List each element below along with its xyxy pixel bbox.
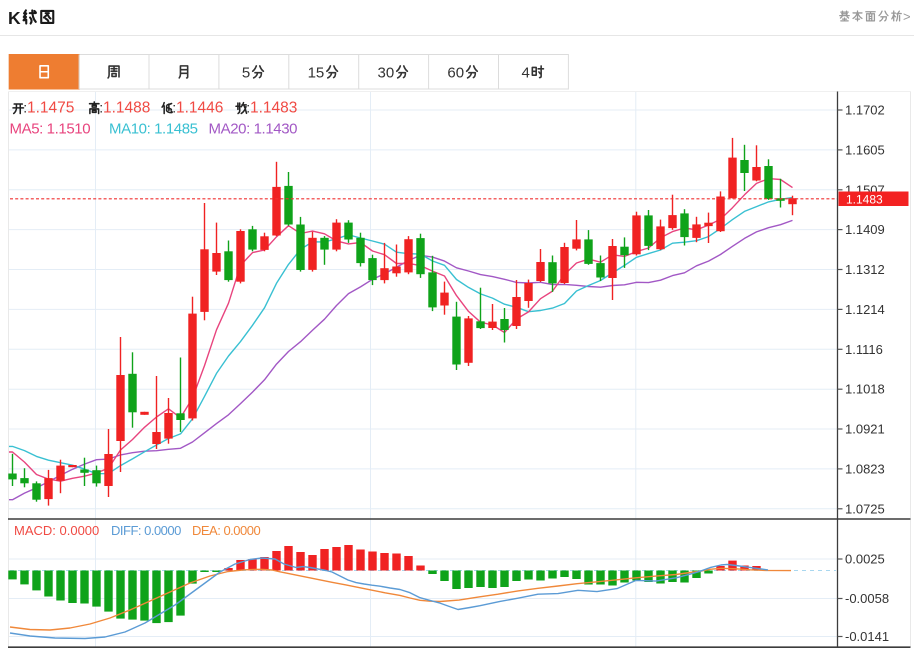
svg-text:1.1488: 1.1488 bbox=[103, 100, 150, 117]
svg-text:K: K bbox=[8, 8, 21, 28]
svg-text:1.1702: 1.1702 bbox=[845, 103, 885, 118]
svg-text:1.0725: 1.0725 bbox=[845, 501, 885, 516]
svg-text:MACD: 0.0000: MACD: 0.0000 bbox=[14, 523, 99, 538]
svg-text:60: 60 bbox=[447, 65, 464, 82]
svg-text:1.1446: 1.1446 bbox=[176, 100, 223, 117]
svg-text:1.0921: 1.0921 bbox=[845, 422, 885, 437]
svg-text:>: > bbox=[903, 9, 911, 24]
svg-text:1.1214: 1.1214 bbox=[845, 302, 885, 317]
svg-text:MA10: 1.1485: MA10: 1.1485 bbox=[109, 121, 198, 138]
svg-text:0.0025: 0.0025 bbox=[845, 552, 885, 567]
svg-text:15: 15 bbox=[308, 65, 325, 82]
svg-text::: : bbox=[99, 100, 103, 116]
svg-text:1.1116: 1.1116 bbox=[845, 342, 883, 357]
svg-text:1.1483: 1.1483 bbox=[250, 100, 297, 117]
svg-text:4: 4 bbox=[522, 65, 530, 82]
svg-text:1.1018: 1.1018 bbox=[845, 382, 885, 397]
svg-text:MA5: 1.1510: MA5: 1.1510 bbox=[10, 121, 91, 138]
svg-text:MA20: 1.1430: MA20: 1.1430 bbox=[209, 121, 298, 138]
svg-text:1.1312: 1.1312 bbox=[845, 262, 885, 277]
svg-text:1.0823: 1.0823 bbox=[845, 461, 885, 476]
svg-text:5: 5 bbox=[242, 65, 250, 82]
svg-text:-0.0141: -0.0141 bbox=[845, 629, 889, 644]
svg-text:DIFF: 0.0000: DIFF: 0.0000 bbox=[111, 523, 181, 538]
svg-text:DEA: 0.0000: DEA: 0.0000 bbox=[192, 523, 260, 538]
svg-text:1.1475: 1.1475 bbox=[27, 100, 74, 117]
svg-text:-0.0058: -0.0058 bbox=[845, 591, 889, 606]
svg-text:1.1483: 1.1483 bbox=[846, 192, 883, 206]
svg-text:1.1409: 1.1409 bbox=[845, 222, 885, 237]
svg-text::: : bbox=[246, 100, 250, 116]
svg-text:1.1605: 1.1605 bbox=[845, 142, 885, 157]
svg-text::: : bbox=[172, 100, 176, 116]
svg-text::: : bbox=[23, 100, 27, 116]
svg-text:30: 30 bbox=[378, 65, 395, 82]
